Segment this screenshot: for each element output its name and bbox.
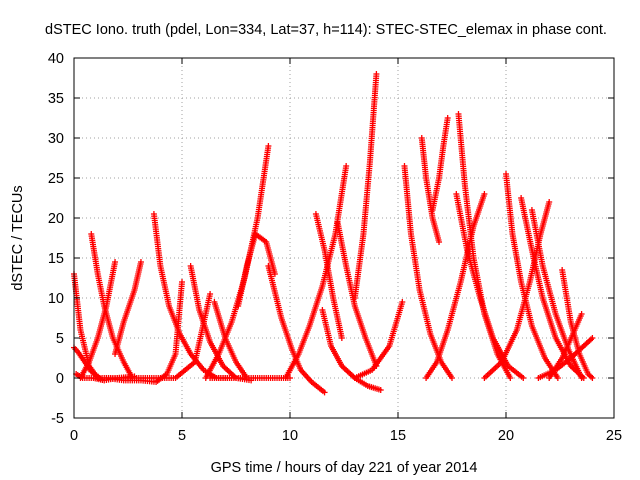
- x-tick-label: 20: [498, 428, 514, 444]
- y-tick-label: -5: [51, 411, 64, 427]
- pass-6: [112, 259, 144, 357]
- y-tick-label: 5: [56, 331, 64, 347]
- x-tick-label: 10: [282, 428, 298, 444]
- y-tick-label: 40: [48, 51, 64, 67]
- y-tick-label: 35: [48, 91, 64, 107]
- x-tick-label: 5: [178, 428, 186, 444]
- y-tick-label: 30: [48, 131, 64, 147]
- pass-16: [312, 211, 345, 341]
- pass-12: [211, 299, 250, 381]
- y-tick-label: 20: [48, 211, 64, 227]
- y-tick-label: 25: [48, 171, 64, 187]
- pass-23: [429, 115, 451, 213]
- data-points: [71, 71, 596, 396]
- pass-17: [319, 307, 384, 393]
- chart-title: dSTEC Iono. truth (pdel, Lon=334, Lat=37…: [45, 22, 607, 38]
- y-axis-label: dSTEC / TECUs: [10, 185, 26, 290]
- y-tick-label: 15: [48, 251, 64, 267]
- pass-22: [418, 135, 443, 245]
- pass-30: [528, 207, 585, 381]
- y-tick-label: 0: [56, 371, 64, 387]
- pass-3: [88, 231, 136, 381]
- axis-ticks: 0 5 10 15 20 25 -5 0 5 10 15 20 25 30 35 40: [48, 51, 622, 444]
- pass-5: [103, 279, 185, 385]
- x-axis-label: GPS time / hours of day 221 of year 2014: [211, 460, 478, 476]
- pass-4: [77, 259, 119, 381]
- pass-20: [351, 299, 406, 381]
- pass-19: [351, 71, 380, 301]
- pass-0: [71, 271, 112, 381]
- pass-25: [423, 191, 488, 381]
- x-tick-label: 15: [390, 428, 406, 444]
- pass-8: [107, 291, 214, 381]
- pass-33: [546, 311, 585, 381]
- y-tick-label: 10: [48, 291, 64, 307]
- plot-frame: [73, 57, 615, 419]
- pass-13: [235, 231, 278, 309]
- pass-21: [401, 163, 455, 381]
- pass-29: [518, 195, 587, 381]
- x-tick-label: 0: [70, 428, 78, 444]
- pass-10: [202, 143, 272, 381]
- x-tick-label: 25: [606, 428, 622, 444]
- pass-26: [453, 191, 527, 381]
